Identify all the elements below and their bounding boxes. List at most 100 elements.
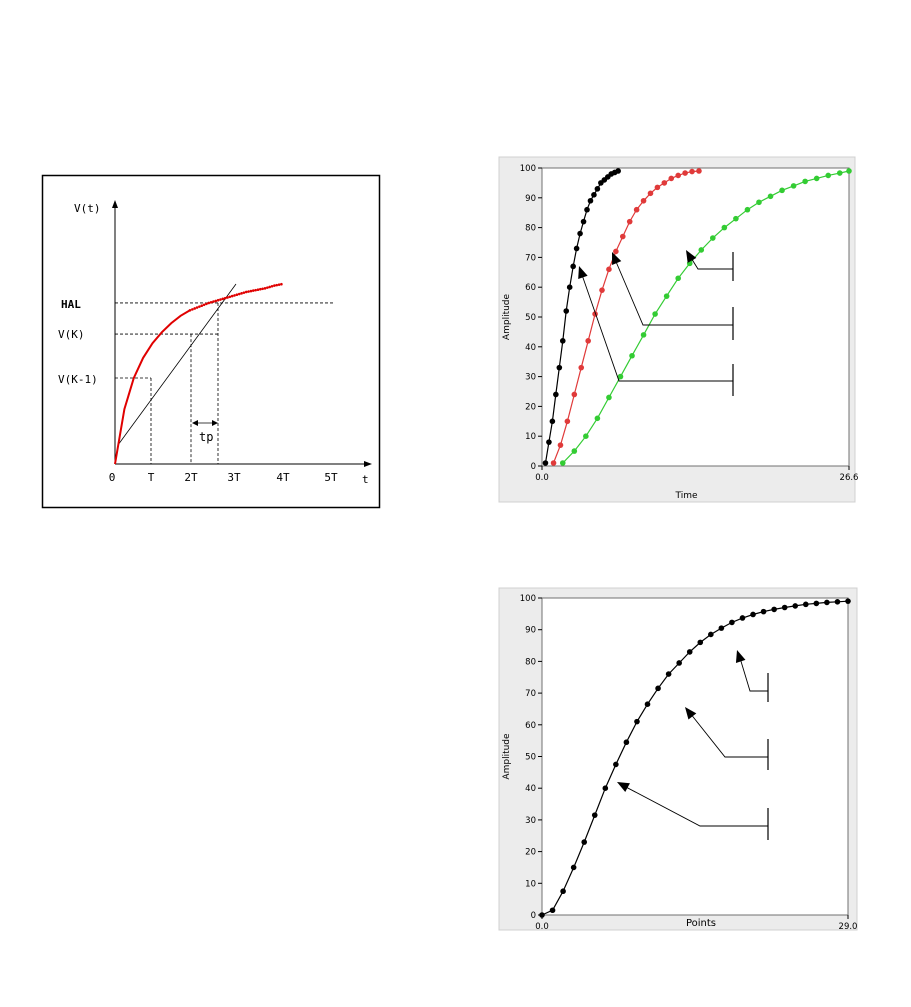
vt-curve-dot bbox=[280, 282, 283, 286]
vt-curve-dot bbox=[226, 296, 229, 299]
vt-curve-dot bbox=[209, 300, 213, 304]
points-series-0-point bbox=[739, 615, 746, 621]
points-series-0-point bbox=[718, 625, 725, 631]
time-series-2-point bbox=[710, 235, 716, 241]
time-series-0-point bbox=[591, 192, 597, 198]
time-y-tick-label: 60 bbox=[525, 283, 536, 293]
points-series-0-point bbox=[560, 888, 566, 895]
time-series-0-point bbox=[573, 245, 580, 252]
points-series-0-point bbox=[708, 631, 714, 638]
points-callout-arrowhead-1 bbox=[685, 707, 697, 720]
points-callout-line-1 bbox=[689, 712, 768, 758]
time-x-label: Time bbox=[674, 491, 697, 501]
points-x-tick-label: 29.0 bbox=[839, 922, 858, 932]
vt-y-arrowhead bbox=[112, 200, 118, 208]
points-series-0-point bbox=[613, 761, 619, 768]
time-y-tick-label: 10 bbox=[525, 432, 536, 442]
time-series-2-point bbox=[559, 460, 566, 466]
time-y-tick-label: 100 bbox=[520, 164, 536, 174]
time-series-0-point bbox=[546, 439, 552, 445]
points-callout-arrowhead-2 bbox=[617, 782, 630, 793]
points-series-0-point bbox=[813, 600, 820, 607]
time-callout-line-2 bbox=[580, 271, 733, 382]
time-series-2-point bbox=[733, 215, 739, 222]
vt-curve-dot bbox=[191, 308, 194, 311]
vt-curve-dot bbox=[216, 298, 220, 302]
time-x-tick-label: 26.6 bbox=[840, 473, 859, 483]
points-series-0-point bbox=[834, 599, 841, 605]
vt-curve-dot bbox=[214, 299, 218, 303]
time-series-1-point bbox=[689, 168, 695, 175]
vt-curve-dot bbox=[207, 301, 211, 305]
points-series-0-point bbox=[802, 601, 809, 608]
points-series-0-point bbox=[760, 608, 767, 615]
vt-label-vk: V(K) bbox=[58, 328, 85, 341]
time-series-2-point bbox=[617, 373, 624, 380]
time-series-0-point bbox=[577, 230, 583, 237]
time-series-0-point bbox=[559, 338, 566, 344]
time-series-1-point bbox=[564, 418, 571, 425]
vt-curve-dot bbox=[193, 307, 196, 310]
points-series-0-point bbox=[792, 603, 799, 609]
points-series-0-point bbox=[781, 604, 788, 611]
time-chart: 0 10 20 30 40 50 60 70 80 90 100 0.0 26.6 Time Amplitu… bbox=[498, 156, 859, 503]
vt-curve-dot bbox=[233, 294, 236, 297]
points-plot-area bbox=[541, 597, 849, 916]
vt-curve-dot bbox=[237, 292, 241, 296]
time-series-2-point bbox=[675, 275, 681, 282]
points-y-tick-label: 100 bbox=[520, 594, 536, 604]
time-series-2-point bbox=[721, 224, 728, 231]
points-series-0-point bbox=[539, 912, 545, 918]
points-series-0-point bbox=[824, 599, 830, 606]
vt-curve-dot bbox=[230, 294, 234, 298]
time-y-tick-label: 90 bbox=[525, 194, 536, 204]
points-callout-arrowhead-0 bbox=[735, 650, 746, 663]
points-y-tick-label: 70 bbox=[525, 689, 536, 699]
time-series-2-point bbox=[583, 433, 589, 440]
time-callout-line-1 bbox=[613, 256, 733, 326]
vt-x-tick-label: 2T bbox=[184, 471, 198, 484]
time-series-1-point bbox=[654, 184, 661, 191]
points-y-tick-label: 90 bbox=[525, 626, 536, 636]
vt-curve-dot bbox=[235, 293, 239, 297]
vt-chart-frame bbox=[41, 174, 381, 509]
time-series-1-point bbox=[619, 233, 626, 240]
vt-curve-dot bbox=[219, 298, 222, 301]
vt-curve-dot bbox=[240, 292, 243, 295]
time-series-2-point bbox=[594, 415, 601, 422]
points-y-tick-label: 30 bbox=[525, 816, 536, 826]
vt-curve-dot bbox=[268, 285, 271, 289]
time-series-1-point bbox=[578, 364, 585, 371]
time-series-1-point bbox=[647, 190, 654, 197]
time-y-tick-label: 40 bbox=[525, 343, 536, 353]
time-series-2-point bbox=[640, 332, 647, 338]
vt-curve-dot bbox=[247, 290, 250, 293]
time-series-2-point bbox=[825, 172, 832, 179]
points-series-0-point bbox=[729, 619, 735, 626]
time-series-1-point bbox=[557, 442, 564, 448]
points-y-tick-label: 80 bbox=[525, 657, 536, 667]
time-series-1-point bbox=[599, 287, 605, 293]
vt-curve-dot bbox=[244, 290, 248, 294]
vt-x-tick-label: 3T bbox=[227, 471, 241, 484]
vt-tangent-line bbox=[117, 283, 237, 446]
points-x-tick-label: 0.0 bbox=[535, 922, 549, 932]
vt-curve-dot bbox=[228, 295, 232, 299]
vt-x-tick-label: 4T bbox=[276, 471, 290, 484]
vt-curve-dot bbox=[205, 302, 208, 306]
time-series-0-point bbox=[587, 197, 594, 204]
vt-curve-dot bbox=[223, 296, 227, 300]
time-y-label: Amplitude bbox=[502, 293, 512, 340]
time-series-2-point bbox=[802, 178, 808, 185]
time-series-1-point bbox=[696, 168, 702, 174]
time-series-1-point bbox=[640, 197, 647, 204]
time-series-2-point bbox=[571, 448, 578, 454]
time-series-2-point bbox=[629, 352, 635, 359]
points-series-0-point bbox=[549, 907, 556, 914]
points-y-tick-label: 50 bbox=[525, 753, 536, 763]
points-series-0-point bbox=[591, 812, 598, 818]
points-y-tick-label: 0 bbox=[531, 911, 536, 921]
time-series-1-point bbox=[682, 170, 688, 176]
vt-curve-dot bbox=[242, 291, 246, 294]
